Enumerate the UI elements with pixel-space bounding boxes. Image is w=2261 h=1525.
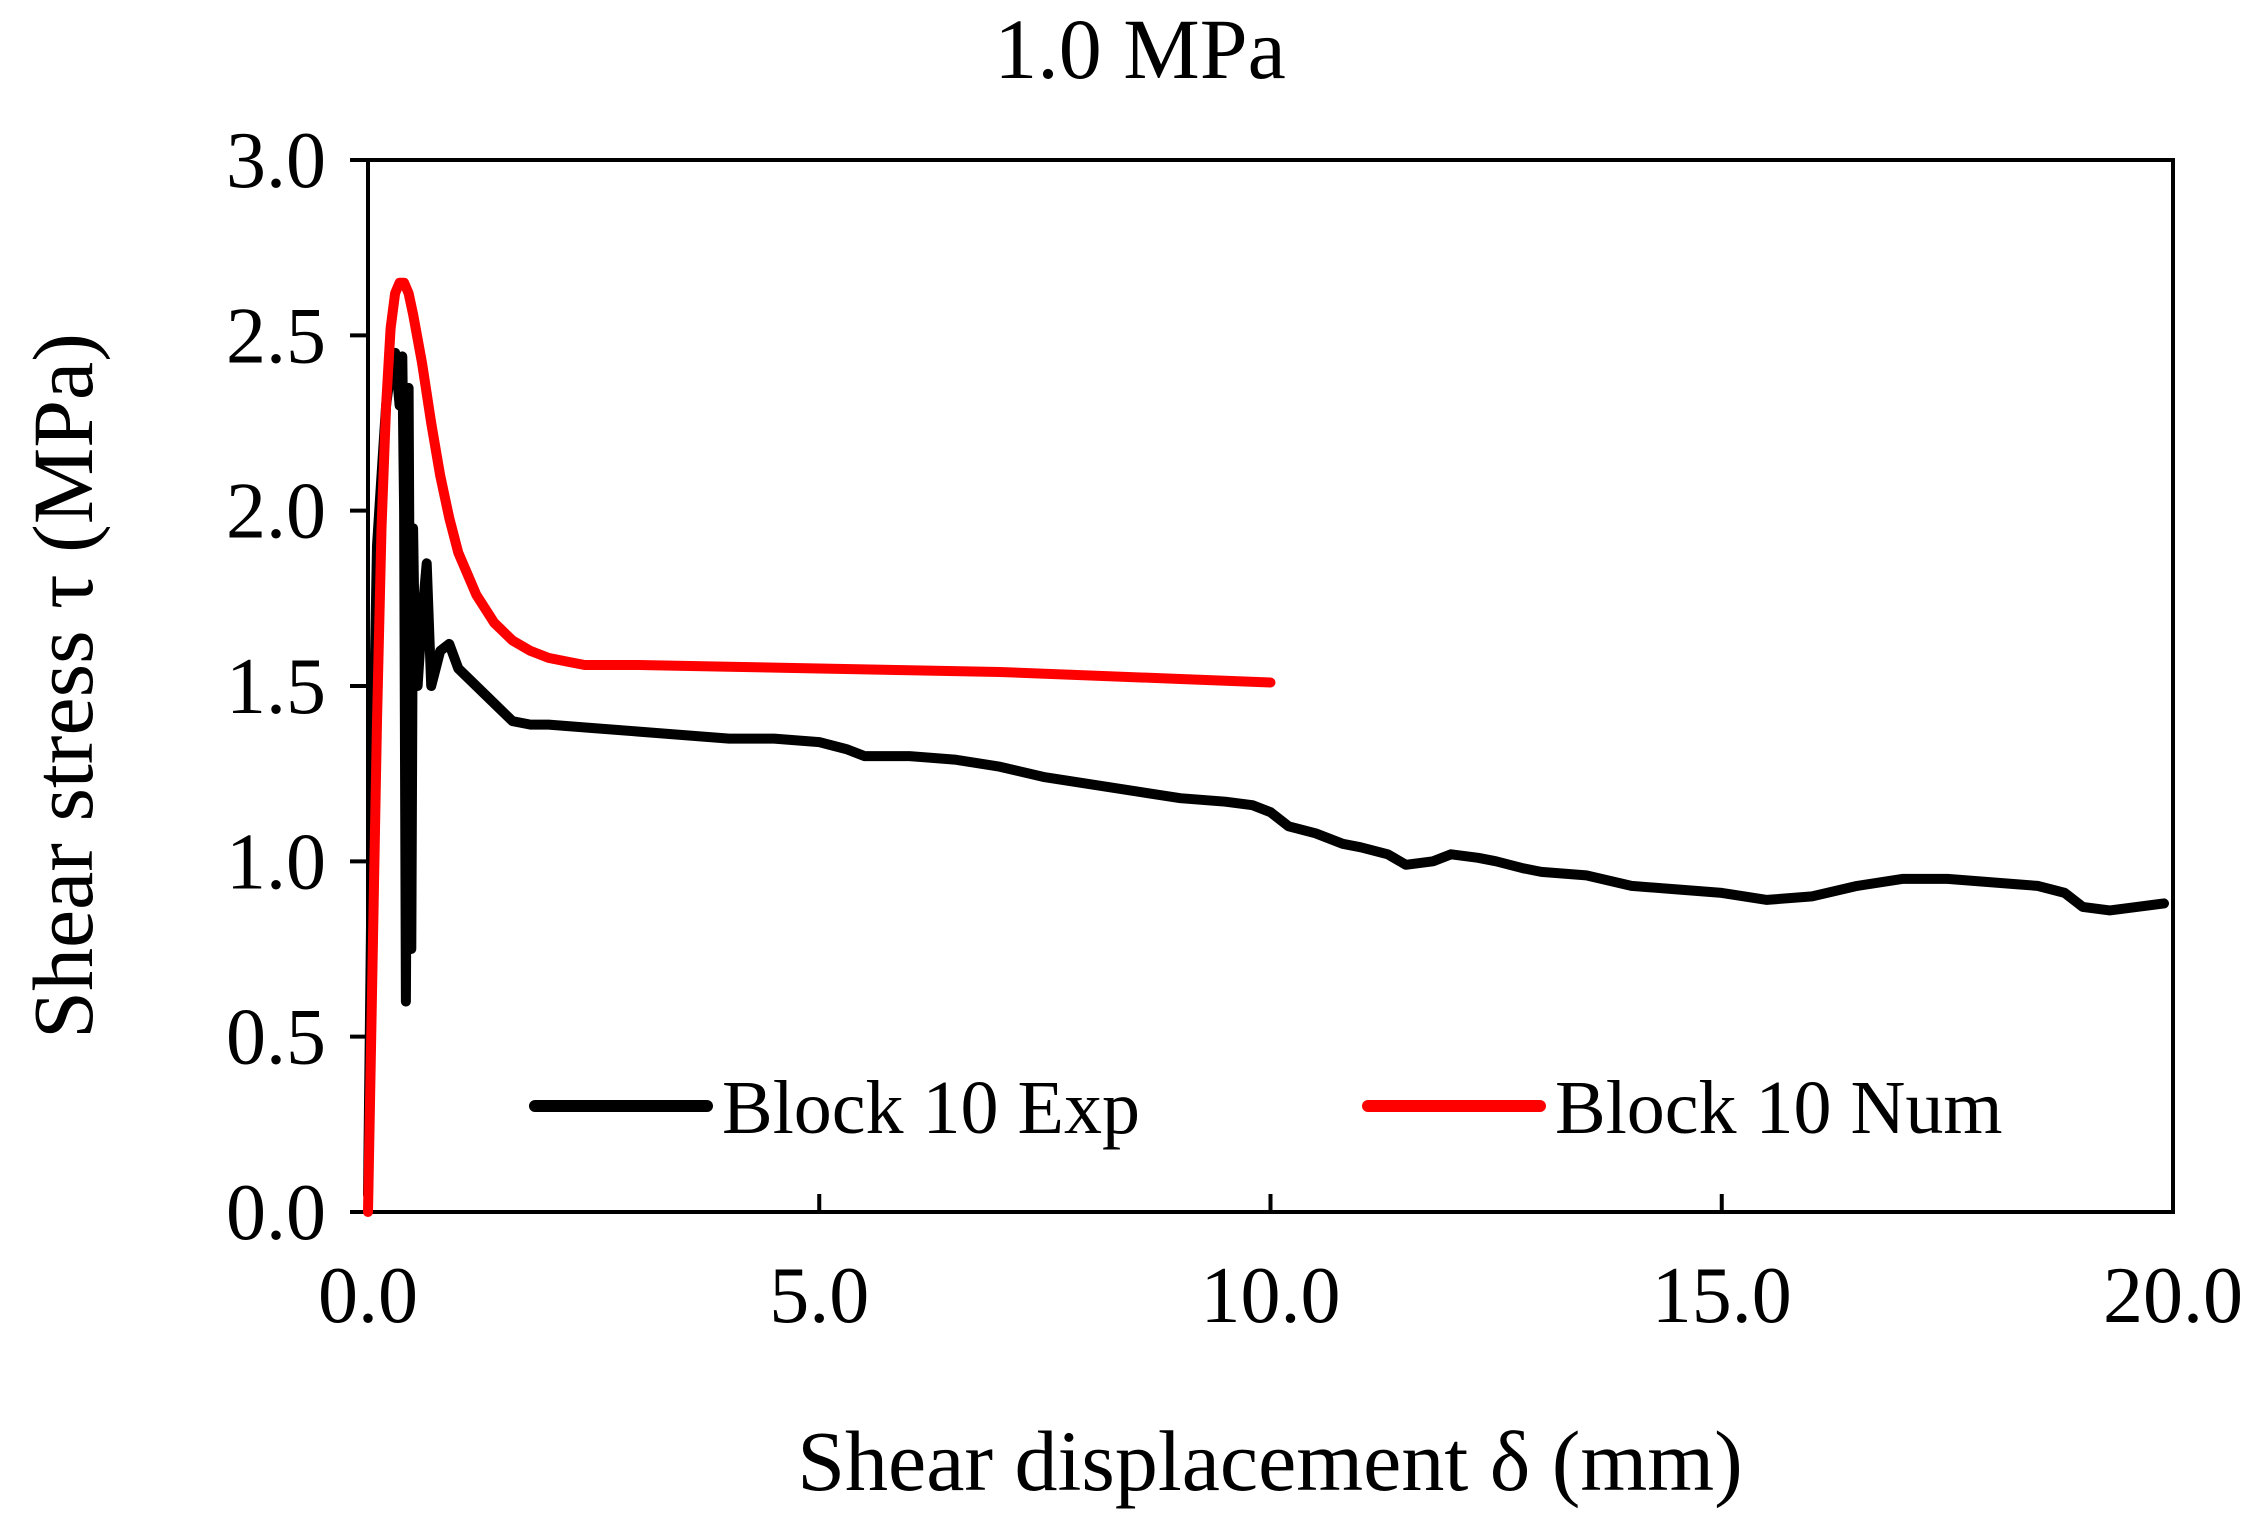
y-tick-label: 2.0 — [226, 468, 326, 556]
x-axis-title: Shear displacement δ (mm) — [797, 1413, 1743, 1509]
y-tick-label: 1.0 — [226, 818, 326, 906]
x-tick-label: 15.0 — [1652, 1252, 1792, 1340]
y-tick-label: 0.0 — [226, 1169, 326, 1257]
legend: Block 10 Exp Block 10 Num — [529, 1066, 2003, 1150]
y-tick-label: 1.5 — [226, 643, 326, 731]
y-tick-label: 2.5 — [226, 292, 326, 380]
y-tick-label: 3.0 — [226, 117, 326, 205]
series-line-num — [363, 277, 1276, 1217]
y-tick-label: 0.5 — [226, 994, 326, 1082]
series-line-exp — [363, 347, 2169, 1200]
y-axis-ticks: 0.0 0.5 1.0 1.5 2.0 2.5 3.0 — [226, 117, 368, 1257]
x-axis-ticks: 0.0 5.0 10.0 15.0 20.0 — [318, 1194, 2243, 1340]
x-tick-label: 10.0 — [1201, 1252, 1341, 1340]
chart-title: 1.0 MPa — [994, 1, 1285, 97]
series-layer — [363, 277, 2169, 1217]
legend-label-num: Block 10 Num — [1555, 1066, 2003, 1150]
x-tick-label: 0.0 — [318, 1252, 418, 1340]
legend-label-exp: Block 10 Exp — [722, 1066, 1140, 1150]
y-axis-title: Shear stress τ (MPa) — [15, 333, 111, 1039]
x-tick-label: 5.0 — [769, 1252, 869, 1340]
x-tick-label: 20.0 — [2103, 1252, 2243, 1340]
